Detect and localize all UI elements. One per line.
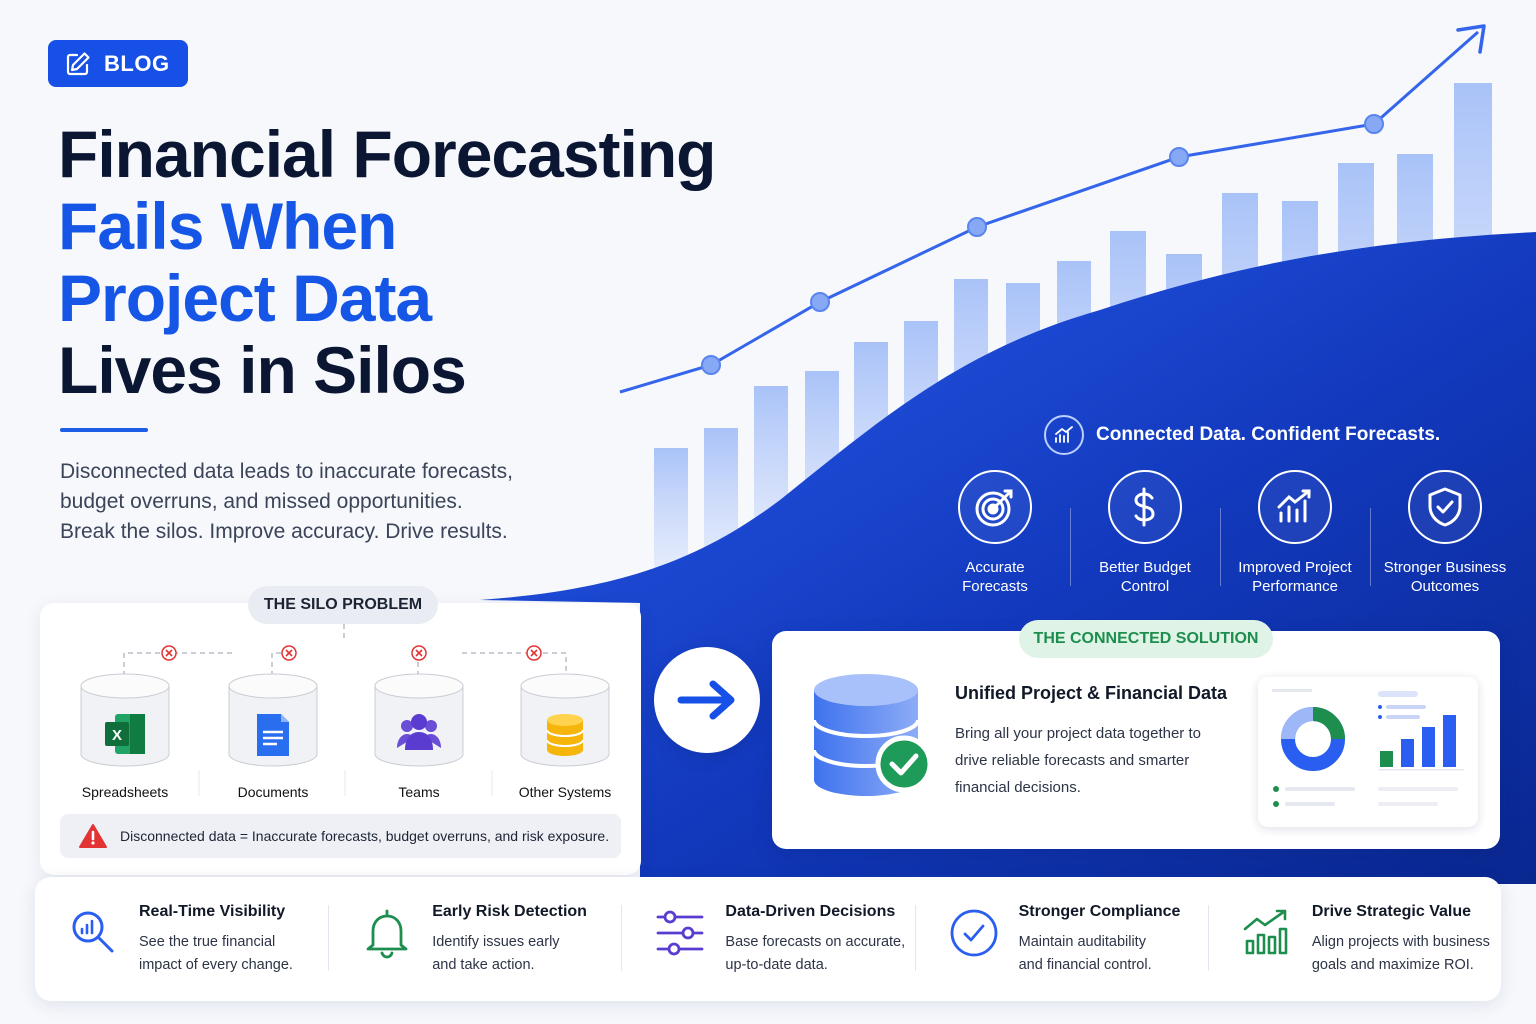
benefit-accurate-forecasts: Accurate Forecasts — [920, 470, 1070, 600]
trend-points — [701, 114, 1384, 375]
unified-database-icon — [812, 674, 933, 796]
feature-title: Stronger Compliance — [1018, 903, 1181, 920]
intro-line-3: Break the silos. Improve accuracy. Drive… — [60, 520, 508, 543]
svg-text:X: X — [112, 727, 122, 744]
feature-stronger-compliance: Stronger Compliance Maintain auditabilit… — [914, 877, 1208, 1001]
silo-warning: Disconnected data = Inaccurate forecasts… — [60, 814, 621, 858]
benefits-row: Accurate Forecasts Better Budget Control… — [920, 470, 1520, 600]
feature-title: Data-Driven Decisions — [725, 903, 896, 920]
document-icon — [228, 673, 318, 767]
trend-bars-icon — [1240, 903, 1294, 957]
donut-chart-icon — [1281, 707, 1345, 771]
benefit-label-line2: Outcomes — [1410, 578, 1480, 595]
title-line-3: Project Data — [58, 261, 432, 335]
arrow-right-icon — [677, 680, 735, 720]
benefit-project-performance: Improved Project Performance — [1220, 470, 1370, 600]
spreadsheet-icon: X — [80, 673, 170, 767]
connected-title: Connected Data. Confident Forecasts. — [1096, 424, 1441, 445]
benefit-label-line1: Accurate — [965, 559, 1025, 576]
solution-line-3: financial decisions. — [955, 779, 1081, 796]
silo-documents: Documents — [203, 672, 343, 800]
intro-line-1: Disconnected data leads to inaccurate fo… — [60, 460, 513, 483]
feature-line-1: Identify issues early — [432, 934, 560, 950]
blog-badge-label: BLOG — [104, 50, 170, 76]
feature-line-2: and take action. — [432, 957, 535, 973]
title-line-2: Fails When — [58, 189, 397, 263]
silo-label: Documents — [237, 784, 309, 800]
benefit-label-line1: Improved Project — [1238, 559, 1352, 576]
silo-other-systems: Other Systems — [495, 672, 635, 800]
mini-dashboard — [1258, 677, 1478, 827]
growth-chart-icon — [1258, 470, 1332, 544]
silo-label: Teams — [398, 784, 440, 800]
trend-arrowhead — [1456, 24, 1486, 54]
feature-drive-strategic-value: Drive Strategic Value Align projects wit… — [1207, 877, 1501, 1001]
benefit-label-line2: Performance — [1252, 578, 1338, 595]
feature-strip: Real-Time Visibility See the true financ… — [35, 877, 1501, 1001]
feature-line-2: impact of every change. — [139, 957, 293, 973]
growth-chart-icon — [1044, 415, 1084, 455]
feature-data-driven-decisions: Data-Driven Decisions Base forecasts on … — [621, 877, 914, 1001]
feature-line-2: up-to-date data. — [725, 957, 828, 973]
silo-label: Other Systems — [518, 784, 612, 800]
dollar-icon — [1108, 470, 1182, 544]
title-line-1: Financial Forecasting — [58, 117, 717, 191]
silo-warning-text: Disconnected data = Inaccurate forecasts… — [120, 828, 610, 844]
edit-icon — [66, 51, 90, 75]
benefit-label-line1: Better Budget — [1099, 559, 1191, 576]
feature-line-1: See the true financial — [139, 934, 276, 950]
feature-line-2: and financial control. — [1018, 957, 1152, 973]
shield-check-icon — [1408, 470, 1482, 544]
feature-real-time-visibility: Real-Time Visibility See the true financ… — [35, 877, 328, 1001]
sliders-icon — [653, 903, 707, 957]
feature-early-risk-detection: Early Risk Detection Identify issues ear… — [328, 877, 621, 1001]
silo-problem-tag: THE SILO PROBLEM — [248, 586, 438, 624]
warning-icon — [79, 824, 107, 848]
target-icon — [958, 470, 1032, 544]
benefit-label-line2: Control — [1120, 578, 1170, 595]
blog-badge[interactable]: BLOG — [48, 40, 188, 87]
benefit-label-line2: Forecasts — [962, 578, 1028, 595]
benefit-business-outcomes: Stronger Business Outcomes — [1370, 470, 1520, 600]
search-chart-icon — [67, 903, 121, 957]
feature-line-1: Maintain auditability — [1018, 934, 1146, 950]
database-icon — [520, 673, 610, 767]
silo-spreadsheets: X Spreadsheets — [55, 672, 195, 800]
solution-line-2: drive reliable forecasts and smarter — [955, 752, 1190, 769]
bar-chart-icon — [1380, 715, 1456, 767]
intro-line-2: budget overruns, and missed opportunitie… — [60, 490, 463, 513]
intro-text: Disconnected data leads to inaccurate fo… — [60, 457, 580, 547]
feature-line-1: Base forecasts on accurate, — [725, 934, 906, 950]
feature-title: Drive Strategic Value — [1311, 903, 1471, 920]
silo-teams: Teams — [349, 672, 489, 800]
solution-title: Unified Project & Financial Data — [955, 683, 1228, 703]
bell-icon — [360, 903, 414, 959]
solution-line-1: Bring all your project data together to — [955, 725, 1201, 742]
title-underline — [60, 428, 148, 432]
team-icon — [374, 673, 464, 767]
solution-description: Bring all your project data together to … — [955, 720, 1240, 801]
benefit-label-line1: Stronger Business — [1383, 559, 1507, 576]
page-title: Financial Forecasting Fails When Project… — [58, 118, 758, 406]
connected-solution-tag: THE CONNECTED SOLUTION — [1019, 620, 1273, 658]
feature-title: Early Risk Detection — [432, 903, 587, 920]
check-circle-icon — [947, 903, 1001, 957]
feature-line-2: goals and maximize ROI. — [1311, 957, 1474, 973]
silo-label: Spreadsheets — [81, 784, 169, 800]
feature-title: Real-Time Visibility — [139, 903, 286, 920]
title-line-4: Lives in Silos — [58, 333, 467, 407]
benefit-budget-control: Better Budget Control — [1070, 470, 1220, 600]
connected-header: Connected Data. Confident Forecasts. — [1044, 415, 1440, 455]
feature-line-1: Align projects with business — [1311, 934, 1490, 950]
transition-arrow — [654, 647, 760, 753]
